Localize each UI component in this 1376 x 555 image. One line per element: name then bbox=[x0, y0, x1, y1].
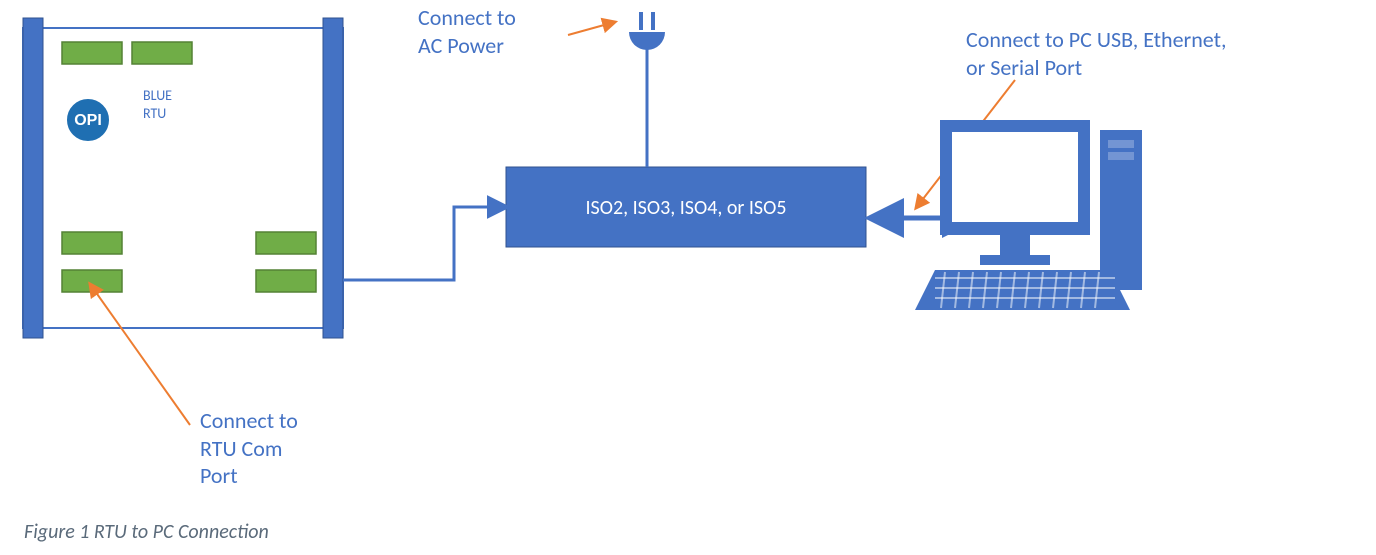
plug-prong bbox=[651, 12, 655, 30]
opi-logo-text: OPI bbox=[74, 112, 102, 129]
rtu-connector bbox=[256, 270, 316, 292]
plug-icon bbox=[629, 32, 665, 50]
rtu-connector bbox=[132, 42, 192, 64]
rtu-connector bbox=[62, 270, 122, 292]
rtu-side-bar bbox=[323, 18, 343, 338]
label-pc-usb: Connect to PC USB, Ethernet,or Serial Po… bbox=[966, 26, 1226, 81]
rtu-label: BLUE bbox=[143, 87, 172, 104]
label-ac-power: Connect toAC Power bbox=[418, 4, 516, 59]
plug-prong bbox=[639, 12, 643, 30]
pc-icon bbox=[915, 120, 1142, 310]
connection-rtu-iso bbox=[343, 207, 506, 280]
rtu-connector bbox=[62, 232, 122, 254]
label-rtu-com: Connect toRTU ComPort bbox=[200, 407, 298, 490]
callout-ac-power bbox=[568, 22, 615, 35]
figure-caption: Figure 1 RTU to PC Connection bbox=[24, 520, 269, 544]
rtu-side-bar bbox=[23, 18, 43, 338]
rtu-label: RTU bbox=[143, 105, 166, 122]
callout-rtu-com bbox=[90, 284, 190, 425]
iso-box-label: ISO2, ISO3, ISO4, or ISO5 bbox=[585, 196, 786, 220]
rtu-connector bbox=[62, 42, 122, 64]
rtu-connector bbox=[256, 232, 316, 254]
